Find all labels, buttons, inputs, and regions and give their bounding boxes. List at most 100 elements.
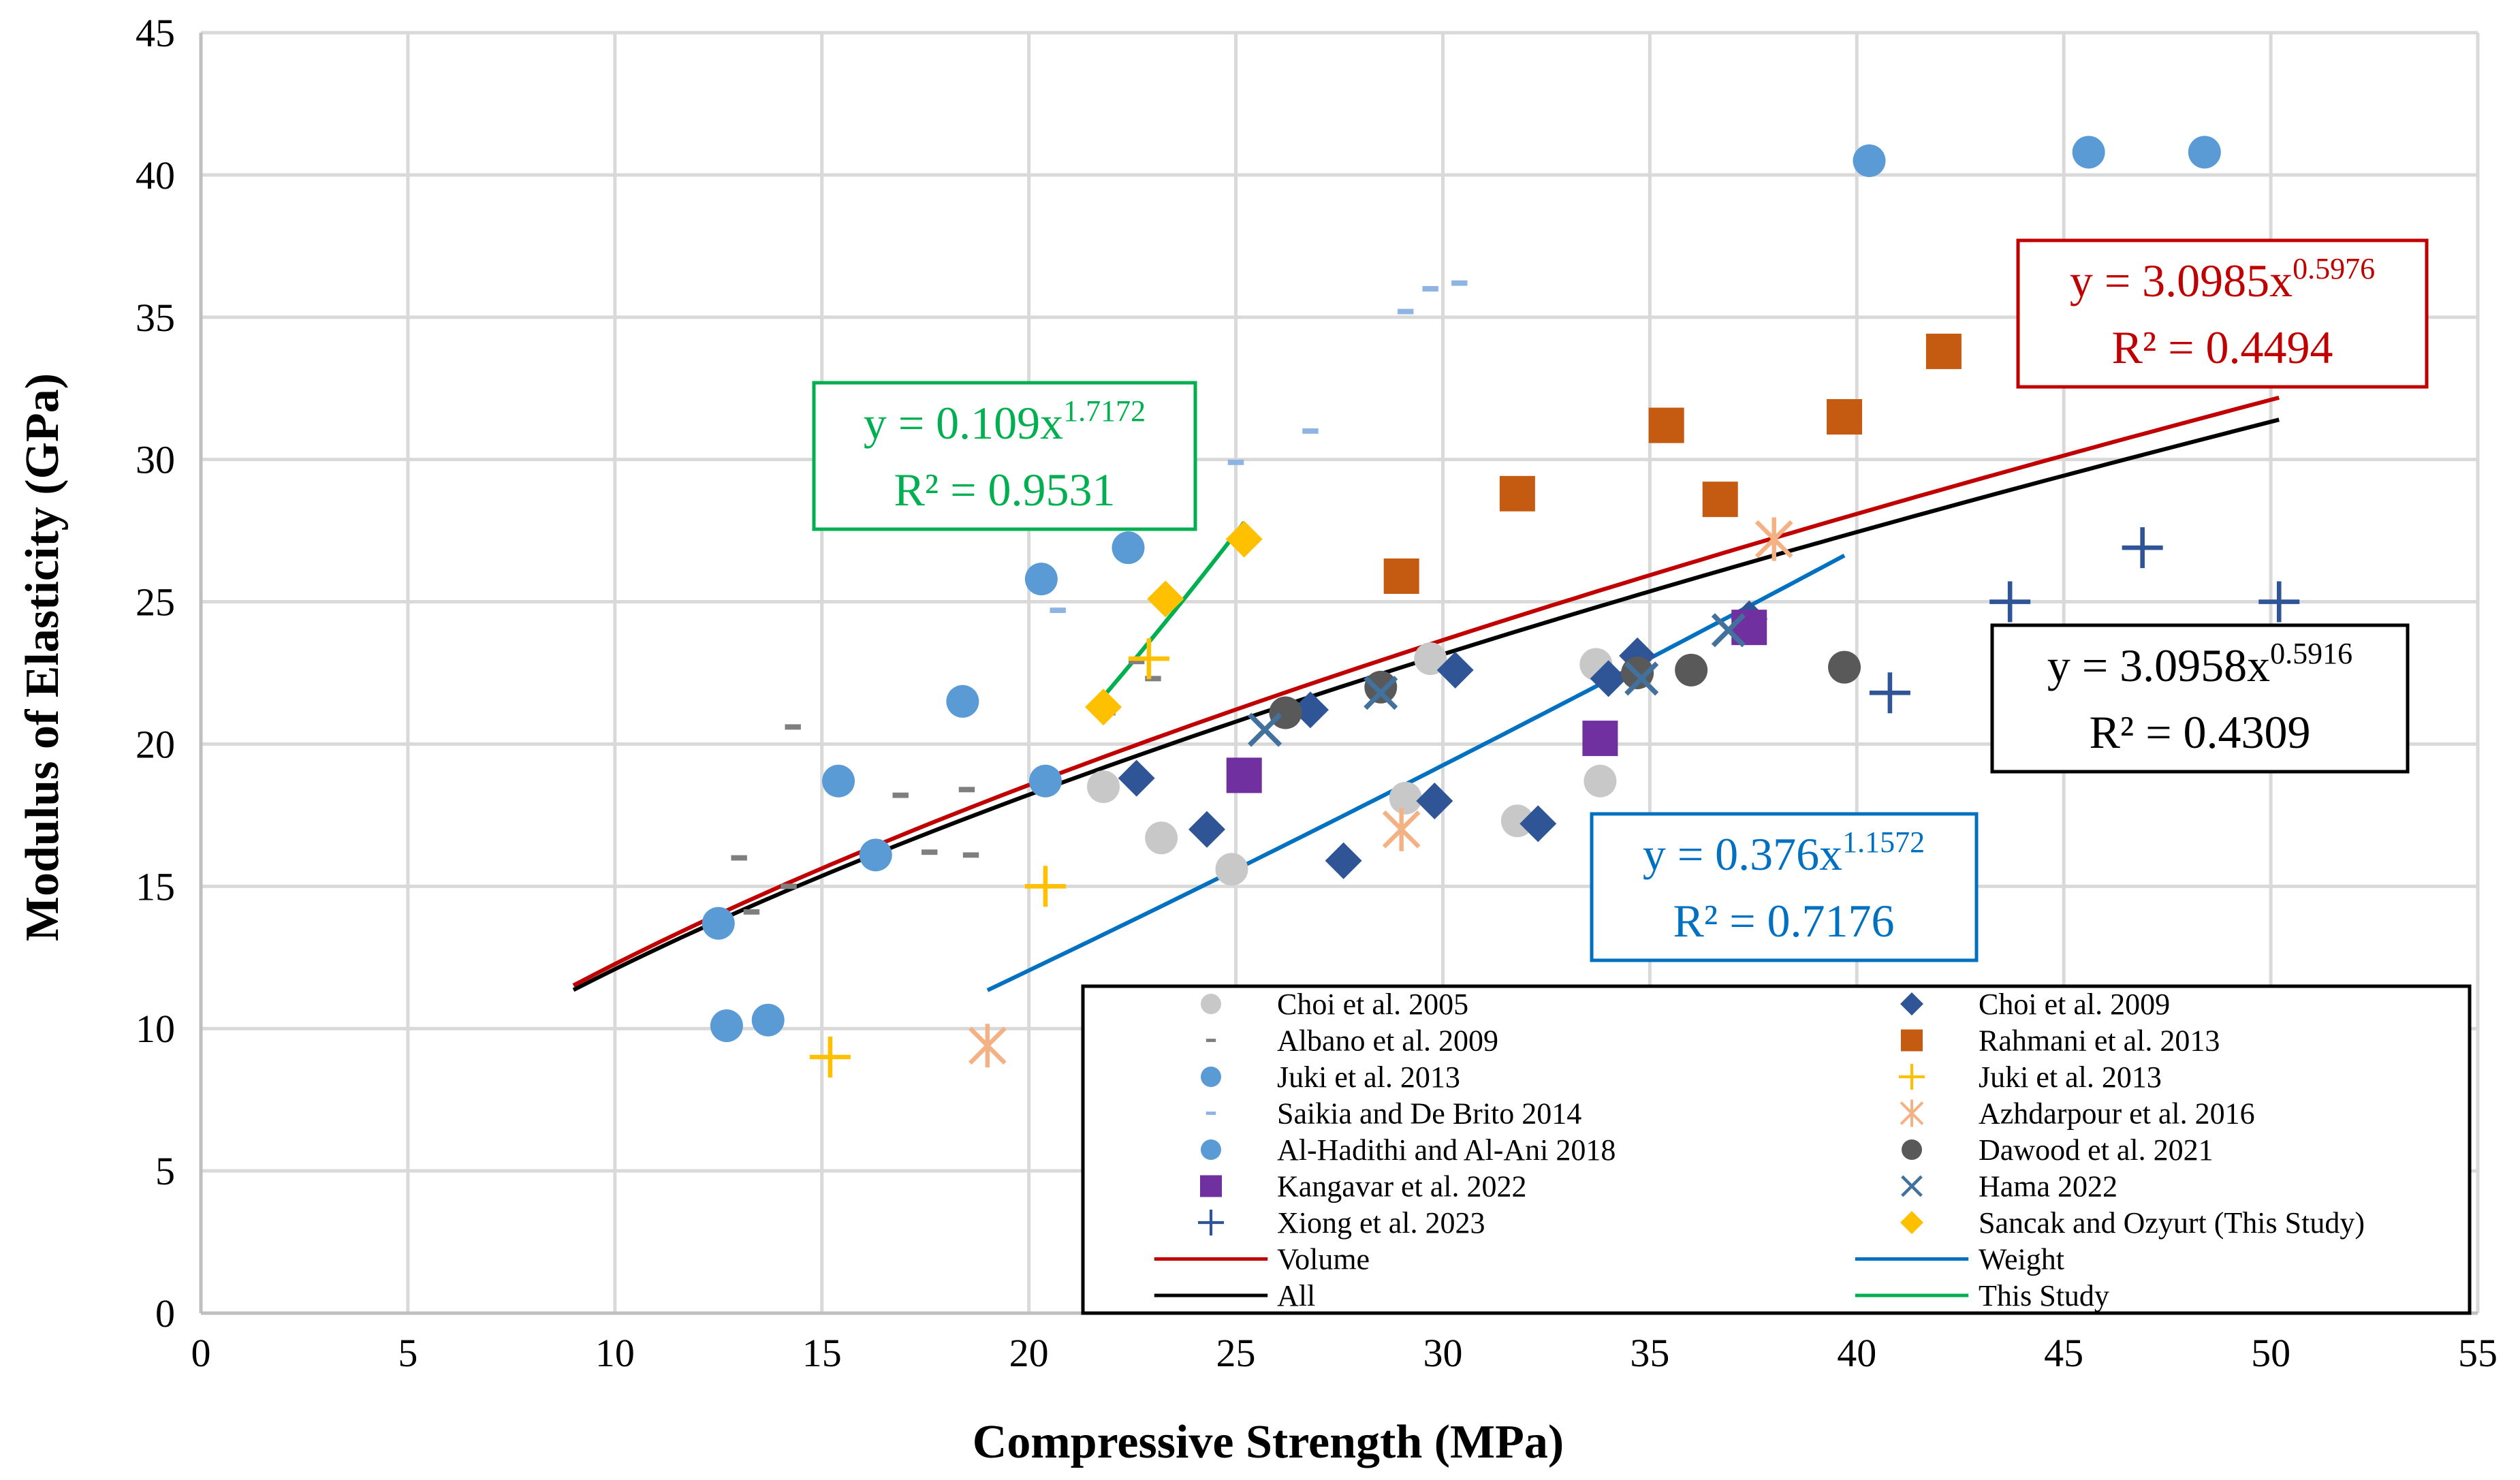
data-point (1028, 764, 1062, 798)
data-point (1147, 580, 1184, 618)
data-point (922, 849, 938, 855)
data-point (1416, 783, 1453, 819)
legend-marker (1900, 992, 1923, 1015)
data-point (822, 764, 855, 798)
x-tick-label: 55 (2458, 1331, 2498, 1375)
data-point (1325, 842, 1362, 879)
data-point (1118, 759, 1155, 797)
data-point (2258, 581, 2300, 623)
data-point (1828, 650, 1861, 684)
x-tick-label: 0 (191, 1331, 211, 1375)
data-point (1024, 866, 1066, 907)
y-tick-label: 35 (136, 296, 175, 340)
data-point (1383, 558, 1419, 594)
legend-label: Kangavar et al. 2022 (1277, 1170, 1527, 1203)
data-point (1112, 531, 1145, 565)
x-tick-label: 45 (2044, 1331, 2083, 1375)
equation-annotations: y = 3.0985x0.5976 R² = 0.4494 y = 3.0958x0… (812, 238, 2429, 962)
data-point (1248, 712, 1282, 747)
legend-label: Xiong et al. 2023 (1277, 1206, 1485, 1240)
data-point (962, 852, 979, 858)
data-point (1128, 659, 1145, 665)
data-point (1451, 280, 1468, 286)
legend-marker (1900, 1099, 1924, 1127)
y-tick-label: 30 (136, 438, 175, 482)
annotation-r2-study: R² = 0.9531 (894, 464, 1115, 516)
data-point (1050, 608, 1066, 614)
data-points (702, 136, 2300, 1077)
annotation-box-study (812, 381, 1197, 531)
data-point (859, 838, 892, 872)
legend-label: Choi et al. 2005 (1277, 988, 1468, 1021)
data-point (1675, 653, 1708, 687)
data-point (785, 724, 801, 730)
annotation-equation-all: y = 3.0958x0.5916 (2047, 637, 2352, 691)
data-point (1648, 407, 1684, 443)
legend-label: All (1277, 1279, 1315, 1312)
annotation-box-volume (2016, 238, 2429, 389)
y-tick-label: 40 (136, 153, 175, 198)
y-axis-title: Modulus of Elasticity (GPa) (16, 373, 69, 941)
legend-label: Weight (1979, 1243, 2064, 1276)
data-point (2188, 136, 2221, 169)
data-point (2072, 136, 2105, 169)
y-tick-label: 45 (136, 11, 175, 55)
data-point (1382, 807, 1421, 851)
data-point (1422, 286, 1438, 292)
x-tick-label: 30 (1423, 1331, 1462, 1375)
data-point (1087, 770, 1120, 804)
data-point (1519, 805, 1557, 843)
annotation-r2-volume: R² = 0.4494 (2111, 321, 2333, 373)
data-point (1584, 764, 1617, 798)
annotation-r2-all: R² = 0.4309 (2089, 706, 2310, 758)
data-point (892, 792, 909, 798)
data-point (1590, 660, 1627, 697)
data-point (1291, 691, 1329, 729)
data-point (1215, 853, 1248, 886)
data-point (1145, 676, 1161, 682)
data-point (1499, 475, 1535, 511)
data-point (1925, 333, 1962, 369)
data-point (1364, 670, 1398, 704)
legend-marker (1200, 1175, 1222, 1197)
trendline-this-study (1101, 521, 1246, 698)
legend-label: Sancak and Ozyurt (This Study) (1979, 1206, 2365, 1240)
legend-label: Albano et al. 2009 (1277, 1024, 1498, 1058)
legend-marker (1201, 994, 1221, 1014)
x-tick-label: 50 (2251, 1331, 2290, 1375)
legend-box (1081, 984, 2472, 1315)
data-point (1225, 520, 1263, 558)
data-point (1436, 651, 1474, 689)
data-point (743, 909, 760, 915)
data-point (1085, 689, 1122, 726)
data-point (1754, 517, 1793, 561)
legend-label: Rahmani et al. 2013 (1979, 1024, 2220, 1058)
data-point (781, 883, 797, 889)
data-point (1302, 428, 1319, 434)
data-point (1869, 672, 1910, 714)
x-tick-label: 20 (1009, 1331, 1049, 1375)
legend-label: Al-Hadithi and Al-Ani 2018 (1277, 1133, 1616, 1167)
annotation-equation-weight: y = 0.376x1.1572 (1643, 825, 1925, 880)
y-tick-label: 10 (136, 1007, 175, 1051)
data-point (1364, 676, 1398, 710)
data-point (751, 1003, 785, 1037)
legend-label: Choi et al. 2009 (1979, 988, 2170, 1021)
legend-label: Saikia and De Brito 2014 (1277, 1097, 1581, 1131)
annotation-equation-study: y = 0.109x1.7172 (864, 394, 1146, 449)
y-tick-label: 15 (136, 864, 175, 909)
data-point (1145, 821, 1178, 855)
data-point (1582, 721, 1618, 757)
data-point (1853, 144, 1886, 177)
legend-label: Dawood et al. 2021 (1979, 1133, 2214, 1167)
data-point (1128, 638, 1169, 680)
data-point (1414, 642, 1447, 676)
x-tick-label: 15 (802, 1331, 842, 1375)
x-axis-title: Compressive Strength (MPa) (973, 1416, 1564, 1468)
y-tick-label: 5 (155, 1149, 175, 1193)
legend-marker (1198, 1210, 1224, 1235)
data-point (1624, 661, 1659, 696)
legend-label: Juki et al. 2013 (1277, 1060, 1460, 1094)
data-point (968, 1024, 1007, 1068)
